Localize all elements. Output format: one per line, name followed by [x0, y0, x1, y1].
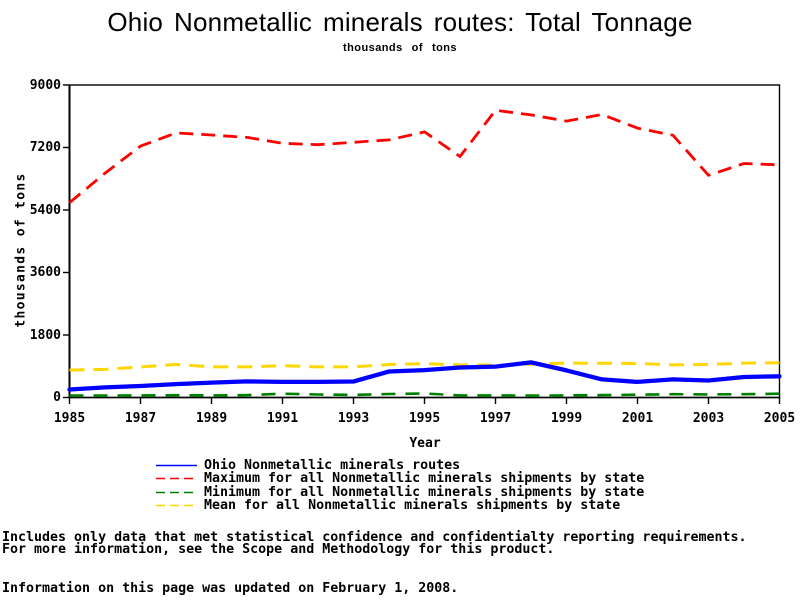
legend-line-sample: [156, 464, 197, 467]
legend-label: Maximum for all Nonmetallic minerals shi…: [204, 471, 645, 487]
x-tick-label: 1991: [266, 411, 299, 426]
y-tick-label: 0: [53, 390, 61, 405]
footnote-updated: Information on this page was updated on …: [2, 581, 459, 596]
y-tick-label: 9000: [29, 77, 61, 93]
y-tick-label: 1800: [29, 327, 61, 343]
legend-label: Ohio Nonmetallic minerals routes: [204, 458, 461, 473]
y-axis-title: thousands of tons: [13, 172, 29, 328]
x-tick-label: 1989: [195, 411, 228, 426]
y-tick-label: 5400: [29, 202, 61, 218]
legend-line-sample: [156, 477, 197, 480]
x-tick-label: 1995: [408, 411, 441, 426]
x-tick-label: 2005: [763, 411, 796, 426]
legend-label: Mean for all Nonmetallic minerals shipme…: [204, 497, 621, 513]
x-tick-label: 2001: [621, 411, 654, 426]
x-axis-title: Year: [409, 436, 441, 451]
legend-label: Minimum for all Nonmetallic minerals shi…: [204, 484, 645, 500]
chart-title: Ohio Nonmetallic minerals routes: Total …: [107, 7, 693, 37]
x-tick-label: 1993: [337, 411, 370, 426]
x-tick-label: 1985: [53, 411, 86, 426]
x-tick-label: 2003: [692, 411, 725, 426]
y-tick-label: 7200: [29, 140, 61, 155]
legend-line-sample: [156, 491, 197, 493]
footnote-line-2: For more information, see the Scope and …: [2, 542, 555, 557]
y-tick-label: 3600: [29, 265, 61, 280]
chart-subtitle: thousands of tons: [343, 42, 457, 54]
legend-line-sample: [156, 504, 197, 507]
x-tick-label: 1997: [479, 411, 512, 426]
x-tick-label: 1999: [550, 411, 583, 426]
footnote-line-1: Includes only data that met statistical …: [2, 530, 747, 545]
x-tick-label: 1987: [124, 411, 157, 426]
